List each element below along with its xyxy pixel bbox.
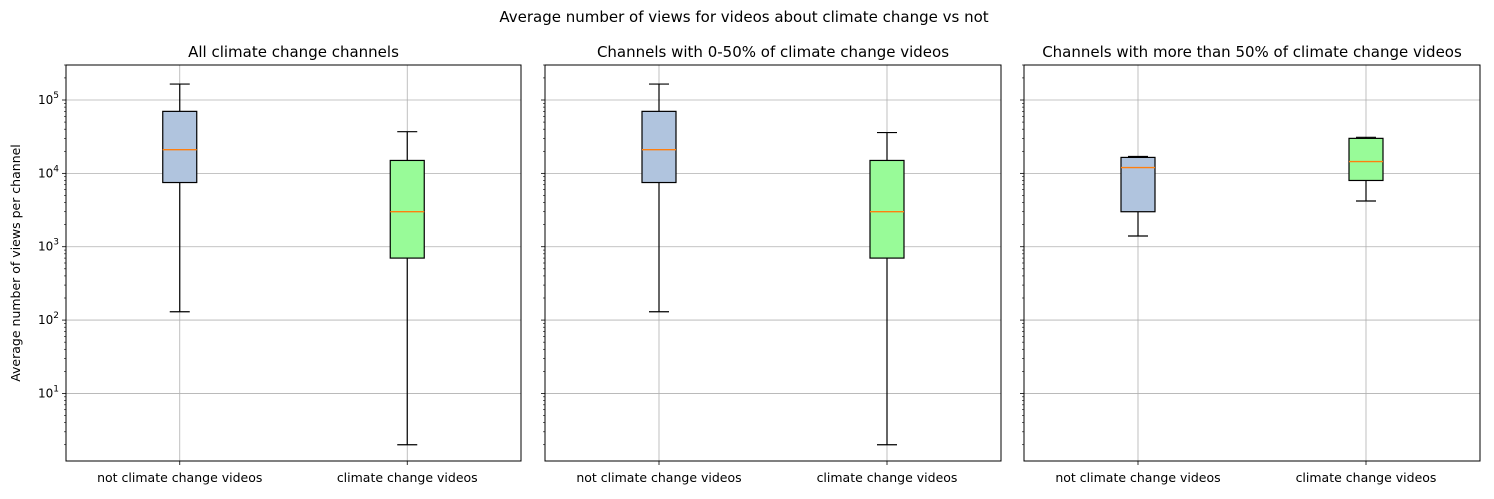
box-iqr [389, 159, 425, 259]
y-tick-label: 101 [38, 384, 59, 400]
box-not-climate [641, 83, 677, 313]
x-tick-label: not climate change videos [576, 470, 741, 485]
subplot-title: Channels with more than 50% of climate c… [1042, 43, 1462, 61]
box-iqr [641, 110, 677, 184]
subplot-1: 101 102 103 104 105 not climate change videos… [8, 43, 522, 485]
box-climate [389, 131, 425, 446]
box-iqr [1348, 137, 1384, 182]
subplot-title: Channels with 0-50% of climate change vi… [597, 43, 949, 61]
x-tick-label: climate change videos [1296, 470, 1437, 485]
y-axis-label: Average number of views per channel [8, 144, 23, 382]
box-iqr [162, 110, 198, 184]
box-not-climate [162, 83, 198, 313]
y-tick-label: 104 [38, 164, 59, 180]
axes-frame [1023, 64, 1481, 462]
x-tick-label: not climate change videos [1055, 470, 1220, 485]
subplot-2: not climate change videos climate change … [541, 43, 1002, 485]
subplot-title: All climate change channels [188, 43, 399, 61]
box-iqr [1120, 156, 1156, 213]
y-tick-label: 102 [38, 311, 59, 327]
box-iqr [869, 159, 905, 259]
y-tick-label: 103 [38, 238, 59, 254]
box-not-climate [1120, 155, 1156, 237]
subplot-3: not climate change videos climate change … [1020, 43, 1481, 485]
x-tick-label: climate change videos [817, 470, 958, 485]
axes-frame [544, 64, 1002, 462]
y-tick-label: 105 [38, 91, 59, 107]
x-tick-label: climate change videos [337, 470, 478, 485]
x-tick-label: not climate change videos [97, 470, 262, 485]
axes-frame [65, 64, 522, 462]
figure-title: Average number of views for videos about… [499, 8, 988, 26]
box-climate [1348, 136, 1384, 202]
box-climate [869, 131, 905, 446]
